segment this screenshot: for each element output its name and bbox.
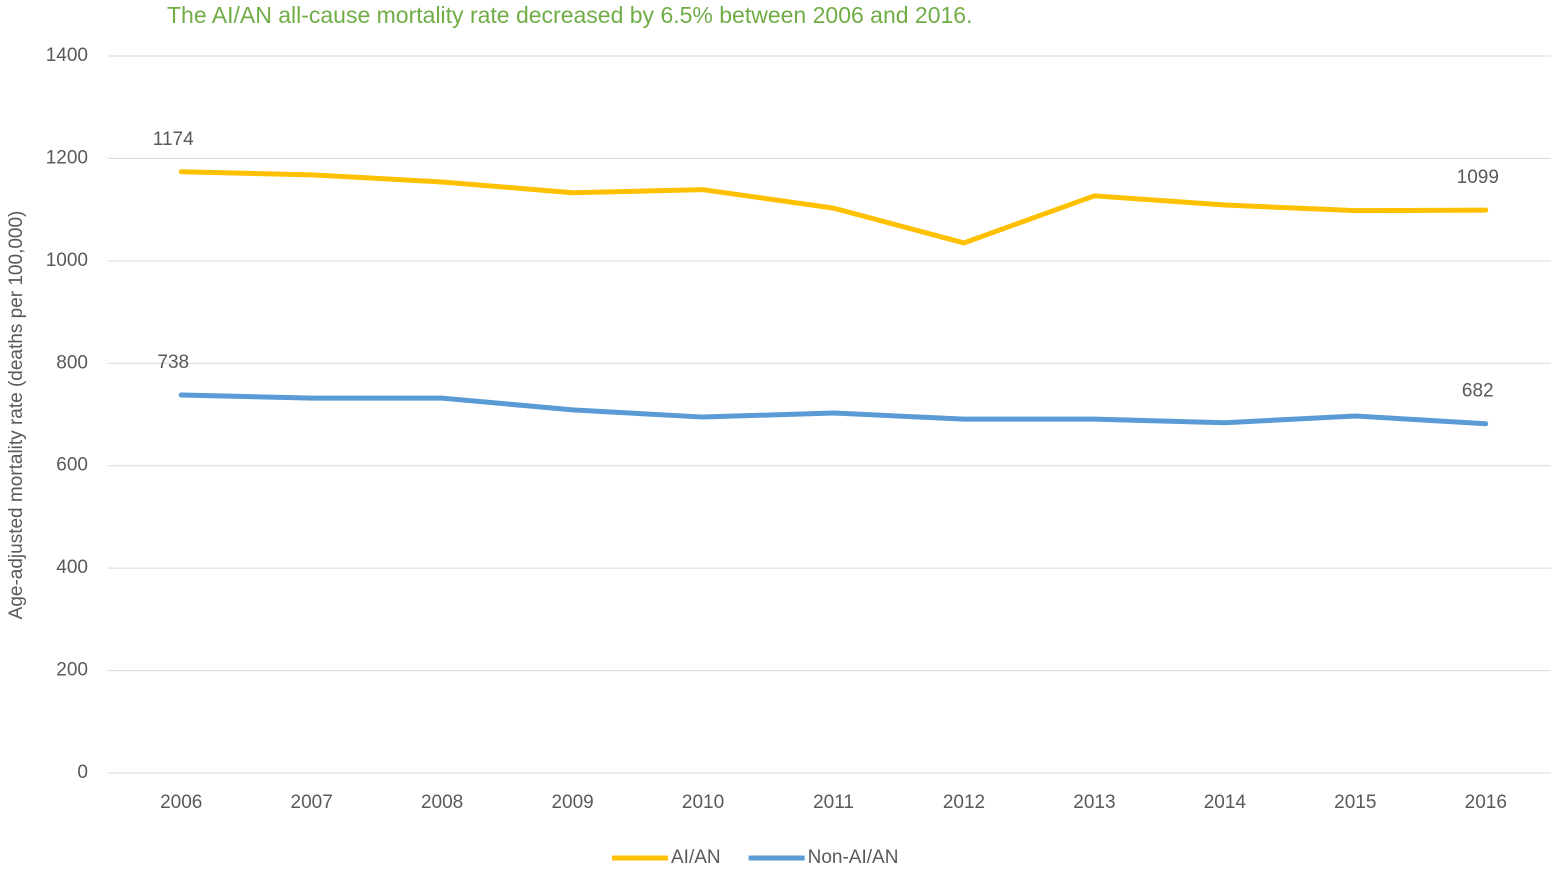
y-tick-label: 1200 <box>46 147 88 168</box>
legend-label: AI/AN <box>671 847 721 868</box>
y-tick-label: 800 <box>56 352 88 373</box>
y-tick-label: 0 <box>77 762 88 783</box>
data-label: 738 <box>157 352 189 373</box>
y-tick-label: 200 <box>56 660 88 681</box>
legend-label: Non-AI/AN <box>808 847 899 868</box>
y-tick-label: 400 <box>56 557 88 578</box>
data-label: 1174 <box>153 129 194 150</box>
y-tick-label: 600 <box>56 455 88 476</box>
x-tick-label: 2014 <box>1204 792 1247 813</box>
y-axis-label: Age-adjusted mortality rate (deaths per … <box>6 211 27 620</box>
x-tick-label: 2015 <box>1334 792 1376 813</box>
data-label: 682 <box>1462 381 1494 402</box>
x-tick-label: 2009 <box>551 792 593 813</box>
series-line <box>178 169 1489 246</box>
x-tick-label: 2008 <box>421 792 463 813</box>
x-tick-label: 2007 <box>291 792 333 813</box>
x-tick-label: 2011 <box>813 792 854 813</box>
series-line <box>178 392 1489 427</box>
x-tick-label: 2013 <box>1073 792 1115 813</box>
chart-title: The AI/AN all-cause mortality rate decre… <box>167 2 972 28</box>
x-tick-label: 2016 <box>1465 792 1507 813</box>
y-tick-label: 1400 <box>46 45 88 66</box>
y-tick-label: 1000 <box>46 250 88 271</box>
x-tick-label: 2010 <box>682 792 724 813</box>
x-tick-label: 2006 <box>160 792 202 813</box>
x-tick-label: 2012 <box>943 792 985 813</box>
data-label: 1099 <box>1457 167 1499 188</box>
